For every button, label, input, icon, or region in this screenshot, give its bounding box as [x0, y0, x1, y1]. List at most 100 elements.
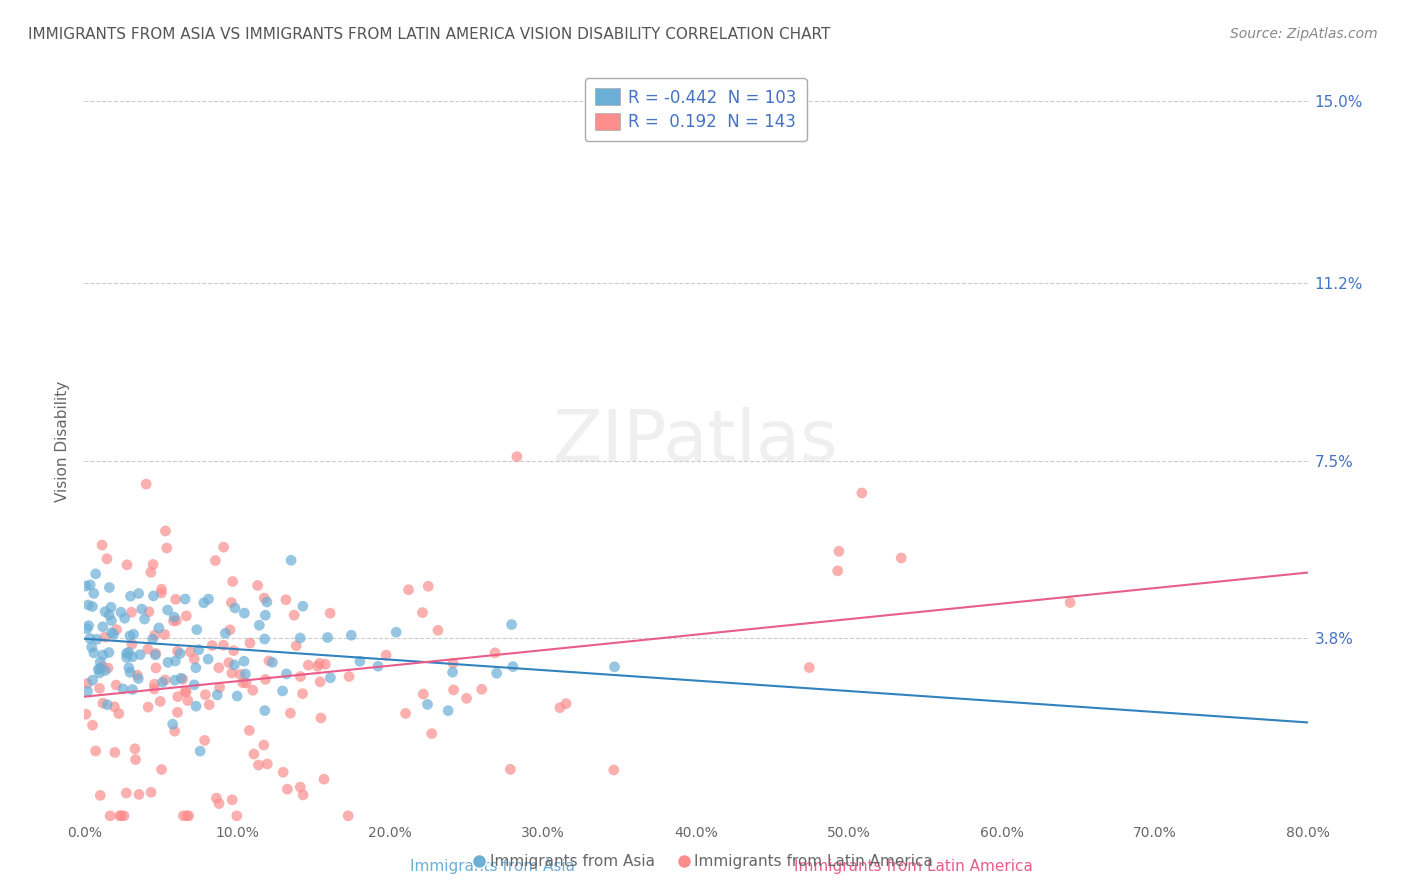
Immigrants from Latin America	[212, 638, 235, 652]
Immigrants from Latin America	[84, 744, 107, 758]
Immigrants from Latin America	[166, 690, 188, 704]
Immigrants from Latin America	[150, 582, 173, 597]
Immigrants from Asia	[187, 642, 209, 657]
Immigrants from Latin America	[142, 558, 165, 572]
Immigrants from Latin America	[212, 540, 235, 554]
Immigrants from Latin America	[307, 659, 329, 673]
Immigrants from Latin America	[828, 544, 851, 558]
Immigrants from Asia	[290, 631, 312, 645]
Immigrants from Asia	[165, 654, 187, 668]
Immigrants from Asia	[128, 586, 150, 600]
Immigrants from Latin America	[312, 772, 335, 787]
Immigrants from Asia	[184, 699, 207, 714]
Immigrants from Asia	[224, 657, 246, 672]
Immigrants from Asia	[253, 704, 276, 718]
Immigrants from Asia	[207, 688, 229, 702]
Immigrants from Latin America	[506, 450, 529, 464]
Immigrants from Asia	[83, 646, 105, 660]
Immigrants from Asia	[163, 610, 186, 624]
Immigrants from Latin America	[394, 706, 416, 721]
Immigrants from Latin America	[221, 793, 243, 807]
Immigrants from Latin America	[254, 673, 277, 687]
Immigrants from Latin America	[153, 627, 176, 641]
Immigrants from Latin America	[274, 592, 297, 607]
Immigrants from Latin America	[221, 574, 243, 589]
Immigrants from Latin America	[890, 551, 912, 566]
Immigrants from Asia	[349, 654, 371, 668]
Immigrants from Asia	[174, 592, 197, 607]
Immigrants from Asia	[91, 648, 114, 662]
Immigrants from Latin America	[205, 791, 228, 805]
Immigrants from Latin America	[375, 648, 398, 663]
Immigrants from Asia	[118, 645, 141, 659]
Immigrants from Latin America	[76, 676, 98, 690]
Immigrants from Latin America	[427, 624, 450, 638]
Immigrants from Latin America	[257, 654, 280, 668]
Immigrants from Asia	[82, 599, 104, 614]
Immigrants from Latin America	[246, 578, 269, 592]
Immigrants from Asia	[319, 671, 342, 685]
Y-axis label: Vision Disability: Vision Disability	[55, 381, 70, 502]
Immigrants from Latin America	[198, 698, 221, 712]
Immigrants from Asia	[103, 627, 125, 641]
Immigrants from Asia	[254, 608, 277, 623]
Immigrants from Asia	[163, 673, 186, 687]
Immigrants from Asia	[183, 678, 205, 692]
Immigrants from Latin America	[110, 809, 132, 823]
Immigrants from Latin America	[143, 681, 166, 696]
Immigrants from Asia	[280, 553, 302, 567]
Immigrants from Latin America	[412, 606, 434, 620]
Immigrants from Latin America	[309, 674, 332, 689]
Text: ZIPatlas: ZIPatlas	[553, 407, 839, 476]
Immigrants from Latin America	[91, 538, 114, 552]
Immigrants from Latin America	[219, 623, 242, 637]
Immigrants from Latin America	[89, 681, 111, 696]
Immigrants from Asia	[77, 598, 100, 612]
Immigrants from Asia	[188, 744, 211, 758]
Immigrants from Asia	[148, 621, 170, 635]
Immigrants from Latin America	[412, 687, 434, 701]
Immigrants from Asia	[121, 682, 143, 697]
Immigrants from Latin America	[291, 687, 314, 701]
Immigrants from Latin America	[112, 809, 135, 823]
Immigrants from Latin America	[276, 782, 298, 797]
Immigrants from Latin America	[163, 724, 186, 739]
Immigrants from Asia	[485, 666, 508, 681]
Text: Source: ZipAtlas.com: Source: ZipAtlas.com	[1230, 27, 1378, 41]
Immigrants from Latin America	[143, 628, 166, 642]
Immigrants from Latin America	[165, 592, 187, 607]
Immigrants from Latin America	[420, 726, 443, 740]
Immigrants from Asia	[256, 595, 278, 609]
Immigrants from Latin America	[232, 675, 254, 690]
Immigrants from Asia	[142, 632, 165, 646]
Immigrants from Latin America	[253, 591, 276, 606]
Immigrants from Asia	[121, 649, 143, 664]
Immigrants from Latin America	[208, 681, 231, 695]
Immigrants from Latin America	[201, 639, 224, 653]
Immigrants from Asia	[156, 603, 179, 617]
Immigrants from Latin America	[225, 809, 247, 823]
Immigrants from Asia	[235, 667, 257, 681]
Immigrants from Latin America	[136, 642, 159, 657]
Legend: Immigrants from Asia, Immigrants from Latin America: Immigrants from Asia, Immigrants from La…	[467, 848, 939, 875]
Immigrants from Latin America	[418, 579, 440, 593]
Immigrants from Asia	[91, 620, 114, 634]
Immigrants from Asia	[233, 606, 256, 620]
Immigrants from Latin America	[162, 614, 184, 628]
Immigrants from Latin America	[150, 586, 173, 600]
Immigrants from Latin America	[91, 696, 114, 710]
Immigrants from Asia	[83, 586, 105, 600]
Immigrants from Latin America	[139, 785, 162, 799]
Immigrants from Asia	[416, 698, 439, 712]
Immigrants from Latin America	[247, 758, 270, 772]
Immigrants from Asia	[170, 671, 193, 685]
Immigrants from Asia	[110, 605, 132, 619]
Immigrants from Latin America	[124, 753, 146, 767]
Immigrants from Latin America	[221, 595, 243, 609]
Immigrants from Latin America	[121, 637, 143, 651]
Immigrants from Asia	[127, 672, 149, 686]
Immigrants from Latin America	[135, 477, 157, 491]
Immigrants from Asia	[76, 622, 98, 636]
Immigrants from Latin America	[290, 669, 312, 683]
Immigrants from Asia	[98, 581, 121, 595]
